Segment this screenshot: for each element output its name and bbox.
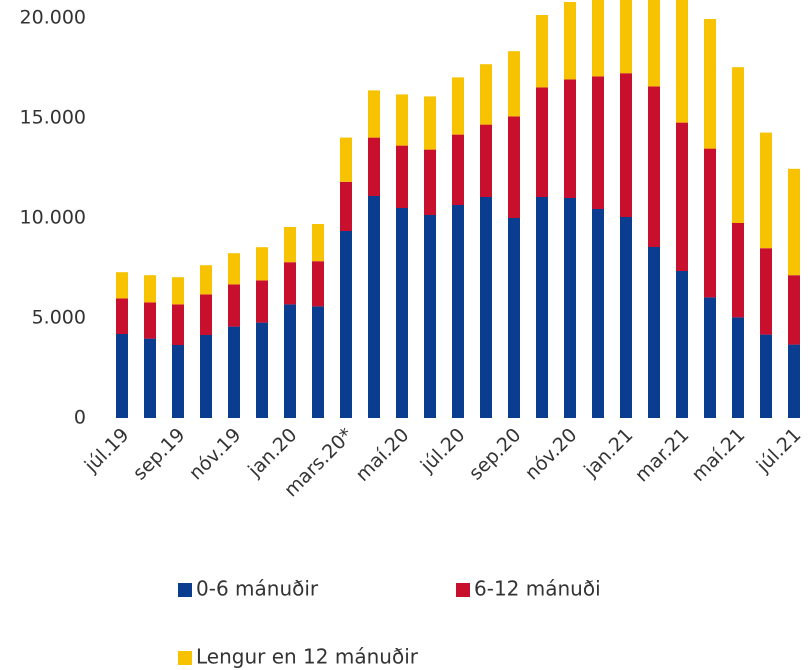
legend-label: 0-6 mánuðir (196, 577, 319, 601)
legend-label: 6-12 mánuði (474, 577, 601, 601)
legend-swatch (456, 583, 470, 597)
bar-segment (312, 261, 324, 307)
x-tick-label: maí.20 (351, 424, 413, 486)
bar-segment (592, 0, 604, 77)
y-tick-label: 15.000 (20, 107, 86, 129)
bar-segment (620, 73, 632, 217)
bar-segment (312, 224, 324, 262)
bar-segment (592, 76, 604, 210)
bar-segment (564, 2, 576, 80)
bar-segment (452, 205, 464, 418)
bar-segment (648, 0, 660, 87)
bar-segment (704, 19, 716, 149)
bar-segment (508, 218, 520, 418)
bar-segment (396, 145, 408, 208)
x-tick-label: nóv.20 (521, 424, 582, 485)
bar-segment (284, 227, 296, 263)
x-tick-label: sep.20 (465, 424, 526, 485)
bar-segment (424, 215, 436, 418)
bar-segment (340, 231, 352, 418)
x-tick-label: jan.21 (579, 424, 637, 482)
y-tick-label: 20.000 (20, 7, 86, 29)
bar-segment (116, 272, 128, 299)
bar-segment (648, 86, 660, 248)
bar-segment (340, 181, 352, 231)
bar-segment (788, 344, 800, 418)
bar-segment (676, 122, 688, 271)
bar-segment (508, 116, 520, 218)
bar-segment (452, 134, 464, 205)
bar-segment (480, 197, 492, 418)
bar-segment (480, 64, 492, 125)
x-tick-label: júl.19 (80, 424, 134, 478)
x-tick-label: júl.20 (416, 424, 470, 478)
bar-segment (368, 90, 380, 138)
bar-segment (424, 149, 436, 215)
bar-segment (396, 208, 408, 418)
bar-segment (368, 137, 380, 196)
bar-segment (676, 271, 688, 418)
bar-segment (256, 247, 268, 281)
bar-segment (396, 94, 408, 146)
bar-segment (788, 168, 800, 276)
bar-segment (704, 297, 716, 418)
bar-segment (144, 275, 156, 303)
bar-segment (564, 198, 576, 418)
bar-segment (228, 253, 240, 285)
bar-segment (760, 132, 772, 249)
bar-segment (200, 294, 212, 335)
bar-segment (172, 304, 184, 345)
bar-segment (536, 87, 548, 197)
bar-segment (676, 0, 688, 123)
bar-segment (116, 334, 128, 418)
bar-segment (508, 51, 520, 117)
bar-segment (144, 302, 156, 339)
bar-segment (424, 96, 436, 150)
legend-swatch (178, 583, 192, 597)
bar-segment (172, 277, 184, 305)
bar-segment (228, 284, 240, 327)
bar-segment (620, 217, 632, 418)
bar-segment (564, 79, 576, 198)
x-tick-label: júl.21 (752, 424, 806, 478)
bar-segment (732, 317, 744, 418)
bar-segment (116, 298, 128, 334)
x-tick-label: sep.19 (129, 424, 190, 485)
bar-segment (480, 124, 492, 197)
bar-segment (312, 306, 324, 418)
bar-segment (788, 275, 800, 345)
bar-segment (144, 338, 156, 418)
bar-segment (200, 265, 212, 295)
bar-segment (620, 0, 632, 74)
legend-label: Lengur en 12 mánuðir (196, 645, 419, 669)
y-tick-label: 0 (74, 407, 86, 429)
bar-segment (340, 137, 352, 182)
bar-segment (760, 248, 772, 335)
bar-segment (284, 262, 296, 305)
bar-segment (760, 334, 772, 418)
bar-segment (732, 223, 744, 318)
bar-segment (704, 148, 716, 298)
y-tick-label: 10.000 (20, 207, 86, 229)
x-tick-label: mar.21 (631, 424, 694, 487)
legend-swatch (178, 651, 192, 665)
bar-segment (536, 197, 548, 418)
bar-segment (256, 280, 268, 323)
plot-area (116, 0, 800, 418)
x-tick-label: nóv.19 (185, 424, 246, 485)
bar-segment (172, 345, 184, 418)
bar-segment (368, 196, 380, 418)
bar-segment (228, 326, 240, 418)
bar-segment (256, 322, 268, 418)
bar-segment (284, 304, 296, 418)
y-tick-label: 5.000 (32, 307, 86, 329)
bar-segment (648, 247, 660, 418)
bar-segment (536, 15, 548, 88)
bar-segment (732, 67, 744, 223)
x-tick-label: maí.21 (687, 424, 749, 486)
bar-segment (452, 77, 464, 135)
bar-segment (592, 209, 604, 418)
bar-segment (200, 335, 212, 418)
